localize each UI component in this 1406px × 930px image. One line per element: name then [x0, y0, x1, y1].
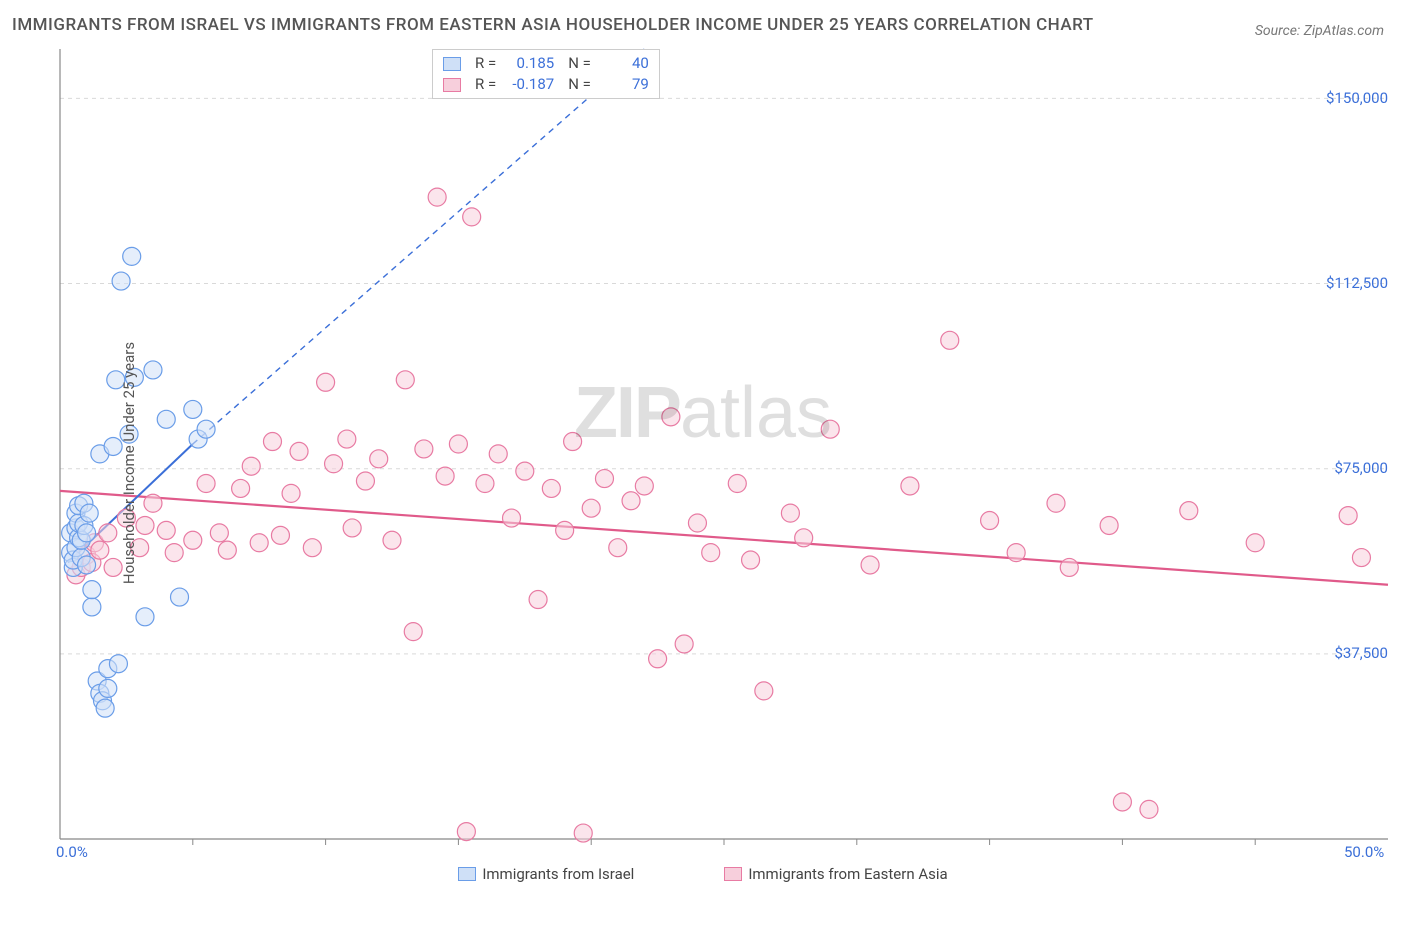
stats-legend: R = 0.185 N = 40 R = -0.187 N = 79: [432, 49, 660, 99]
swatch-easia: [443, 78, 461, 92]
legend-item-israel: Immigrants from Israel: [458, 865, 634, 883]
swatch-israel: [443, 57, 461, 71]
series-legend: Immigrants from Israel Immigrants from E…: [12, 865, 1394, 883]
chart-container: Householder Income Under 25 years ZIPatl…: [12, 43, 1394, 883]
chart-title: IMMIGRANTS FROM ISRAEL VS IMMIGRANTS FRO…: [12, 12, 1094, 39]
source-label: Source: ZipAtlas.com: [1255, 23, 1394, 39]
scatter-chart: [12, 43, 1394, 883]
x-tick-label: 50.0%: [1344, 843, 1384, 861]
y-tick-label: $75,000: [1334, 459, 1388, 477]
y-axis-label: Householder Income Under 25 years: [120, 342, 138, 584]
y-tick-label: $112,500: [1326, 274, 1388, 292]
y-tick-label: $150,000: [1326, 89, 1388, 107]
stats-row-easia: R = -0.187 N = 79: [443, 74, 649, 95]
swatch-easia: [724, 867, 742, 881]
y-tick-label: $37,500: [1334, 644, 1388, 662]
x-tick-label: 0.0%: [56, 843, 88, 861]
swatch-israel: [458, 867, 476, 881]
stats-row-israel: R = 0.185 N = 40: [443, 53, 649, 74]
legend-item-easia: Immigrants from Eastern Asia: [724, 865, 947, 883]
